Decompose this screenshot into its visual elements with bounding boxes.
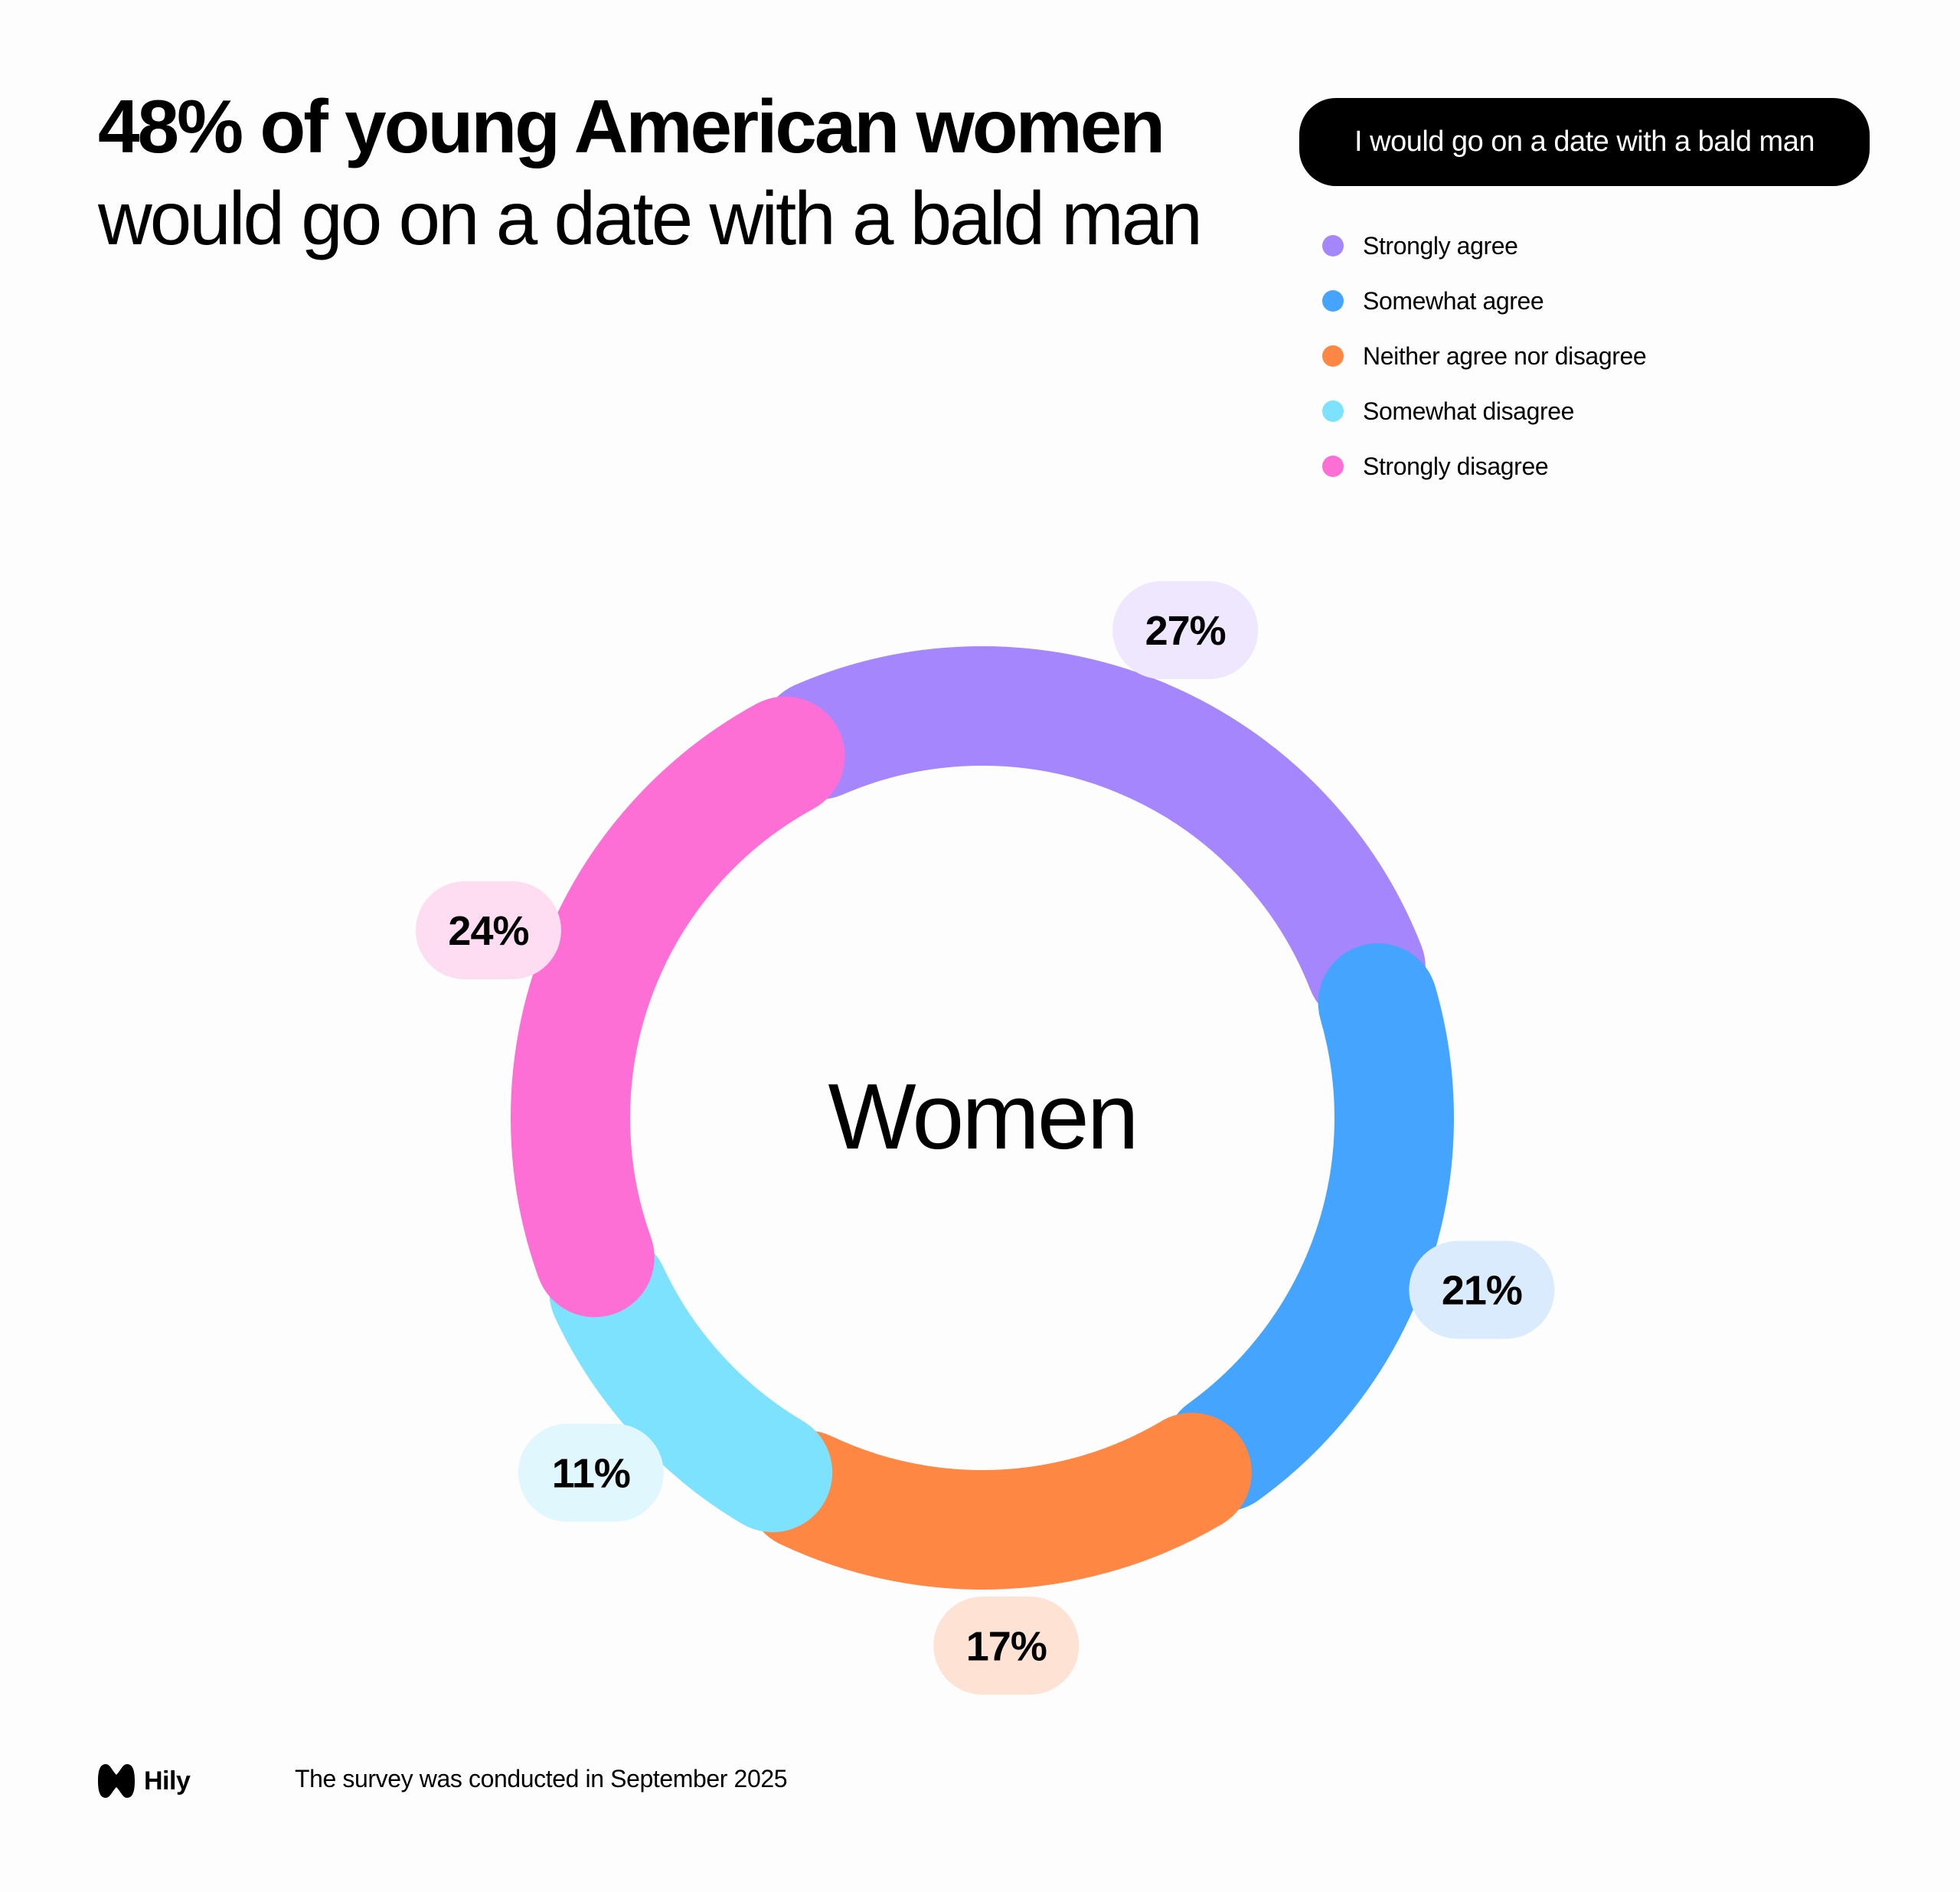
legend-dot-icon — [1322, 235, 1344, 257]
slice-value-label: 27% — [1145, 608, 1226, 654]
slice-label-pill: 24% — [415, 881, 561, 979]
survey-note: The survey was conducted in September 20… — [295, 1765, 788, 1792]
donut-slice-strongly-disagree — [511, 696, 845, 1318]
title-bold: 48% of young American women — [98, 84, 1165, 168]
legend-label: Strongly agree — [1363, 231, 1518, 260]
slice-label-pill: 11% — [518, 1423, 664, 1522]
donut-slice-somewhat-disagree — [549, 1232, 833, 1533]
legend-dot-icon — [1322, 456, 1344, 477]
slice-label-bg — [518, 1423, 664, 1522]
donut-slice-neither-agree-nor-disagree — [746, 1413, 1252, 1590]
legend-label: Somewhat disagree — [1363, 397, 1575, 425]
chart-title: 48% of young American women would go on … — [98, 80, 1231, 264]
legend-dot-icon — [1322, 290, 1344, 312]
hily-logo-icon — [98, 1764, 135, 1798]
title-regular: would go on a date with a bald man — [98, 176, 1203, 260]
slice-value-label: 21% — [1442, 1268, 1522, 1314]
slice-label-pill: 17% — [933, 1596, 1080, 1695]
slice-value-label: 11% — [552, 1450, 630, 1496]
donut-slice-somewhat-agree — [1163, 943, 1454, 1512]
legend-dot-icon — [1322, 345, 1344, 367]
legend-item-strongly-disagree: Strongly disagree — [1322, 439, 1646, 494]
slice-label-bg — [1112, 580, 1259, 679]
brand-name: Hily — [144, 1766, 191, 1796]
legend-item-neither: Neither agree nor disagree — [1322, 328, 1647, 384]
slice-label-pill: 21% — [1409, 1240, 1555, 1339]
legend-header: I would go on a date with a bald man — [1299, 98, 1870, 186]
slice-label-pill: 27% — [1112, 580, 1259, 679]
legend-label: Strongly disagree — [1363, 452, 1549, 480]
donut-slice-strongly-agree — [759, 646, 1426, 1028]
slice-label-bg — [1409, 1240, 1555, 1339]
donut-center-label: Women — [828, 1064, 1136, 1168]
slice-value-label: 17% — [966, 1623, 1047, 1669]
legend-item-strongly-agree: Strongly agree — [1322, 218, 1646, 273]
footer-logo: Hily — [98, 1763, 191, 1799]
legend-item-somewhat-agree: Somewhat agree — [1322, 273, 1646, 328]
legend-dot-icon — [1322, 400, 1344, 422]
legend-item-somewhat-disagree: Somewhat disagree — [1322, 384, 1646, 439]
slice-label-bg — [415, 881, 561, 979]
legend-label: Somewhat agree — [1363, 286, 1544, 315]
legend-label: Neither agree nor disagree — [1363, 341, 1647, 370]
slice-label-bg — [933, 1596, 1080, 1695]
slice-value-label: 24% — [448, 908, 528, 954]
legend: Strongly agree Somewhat agree Neither ag… — [1322, 218, 1647, 494]
